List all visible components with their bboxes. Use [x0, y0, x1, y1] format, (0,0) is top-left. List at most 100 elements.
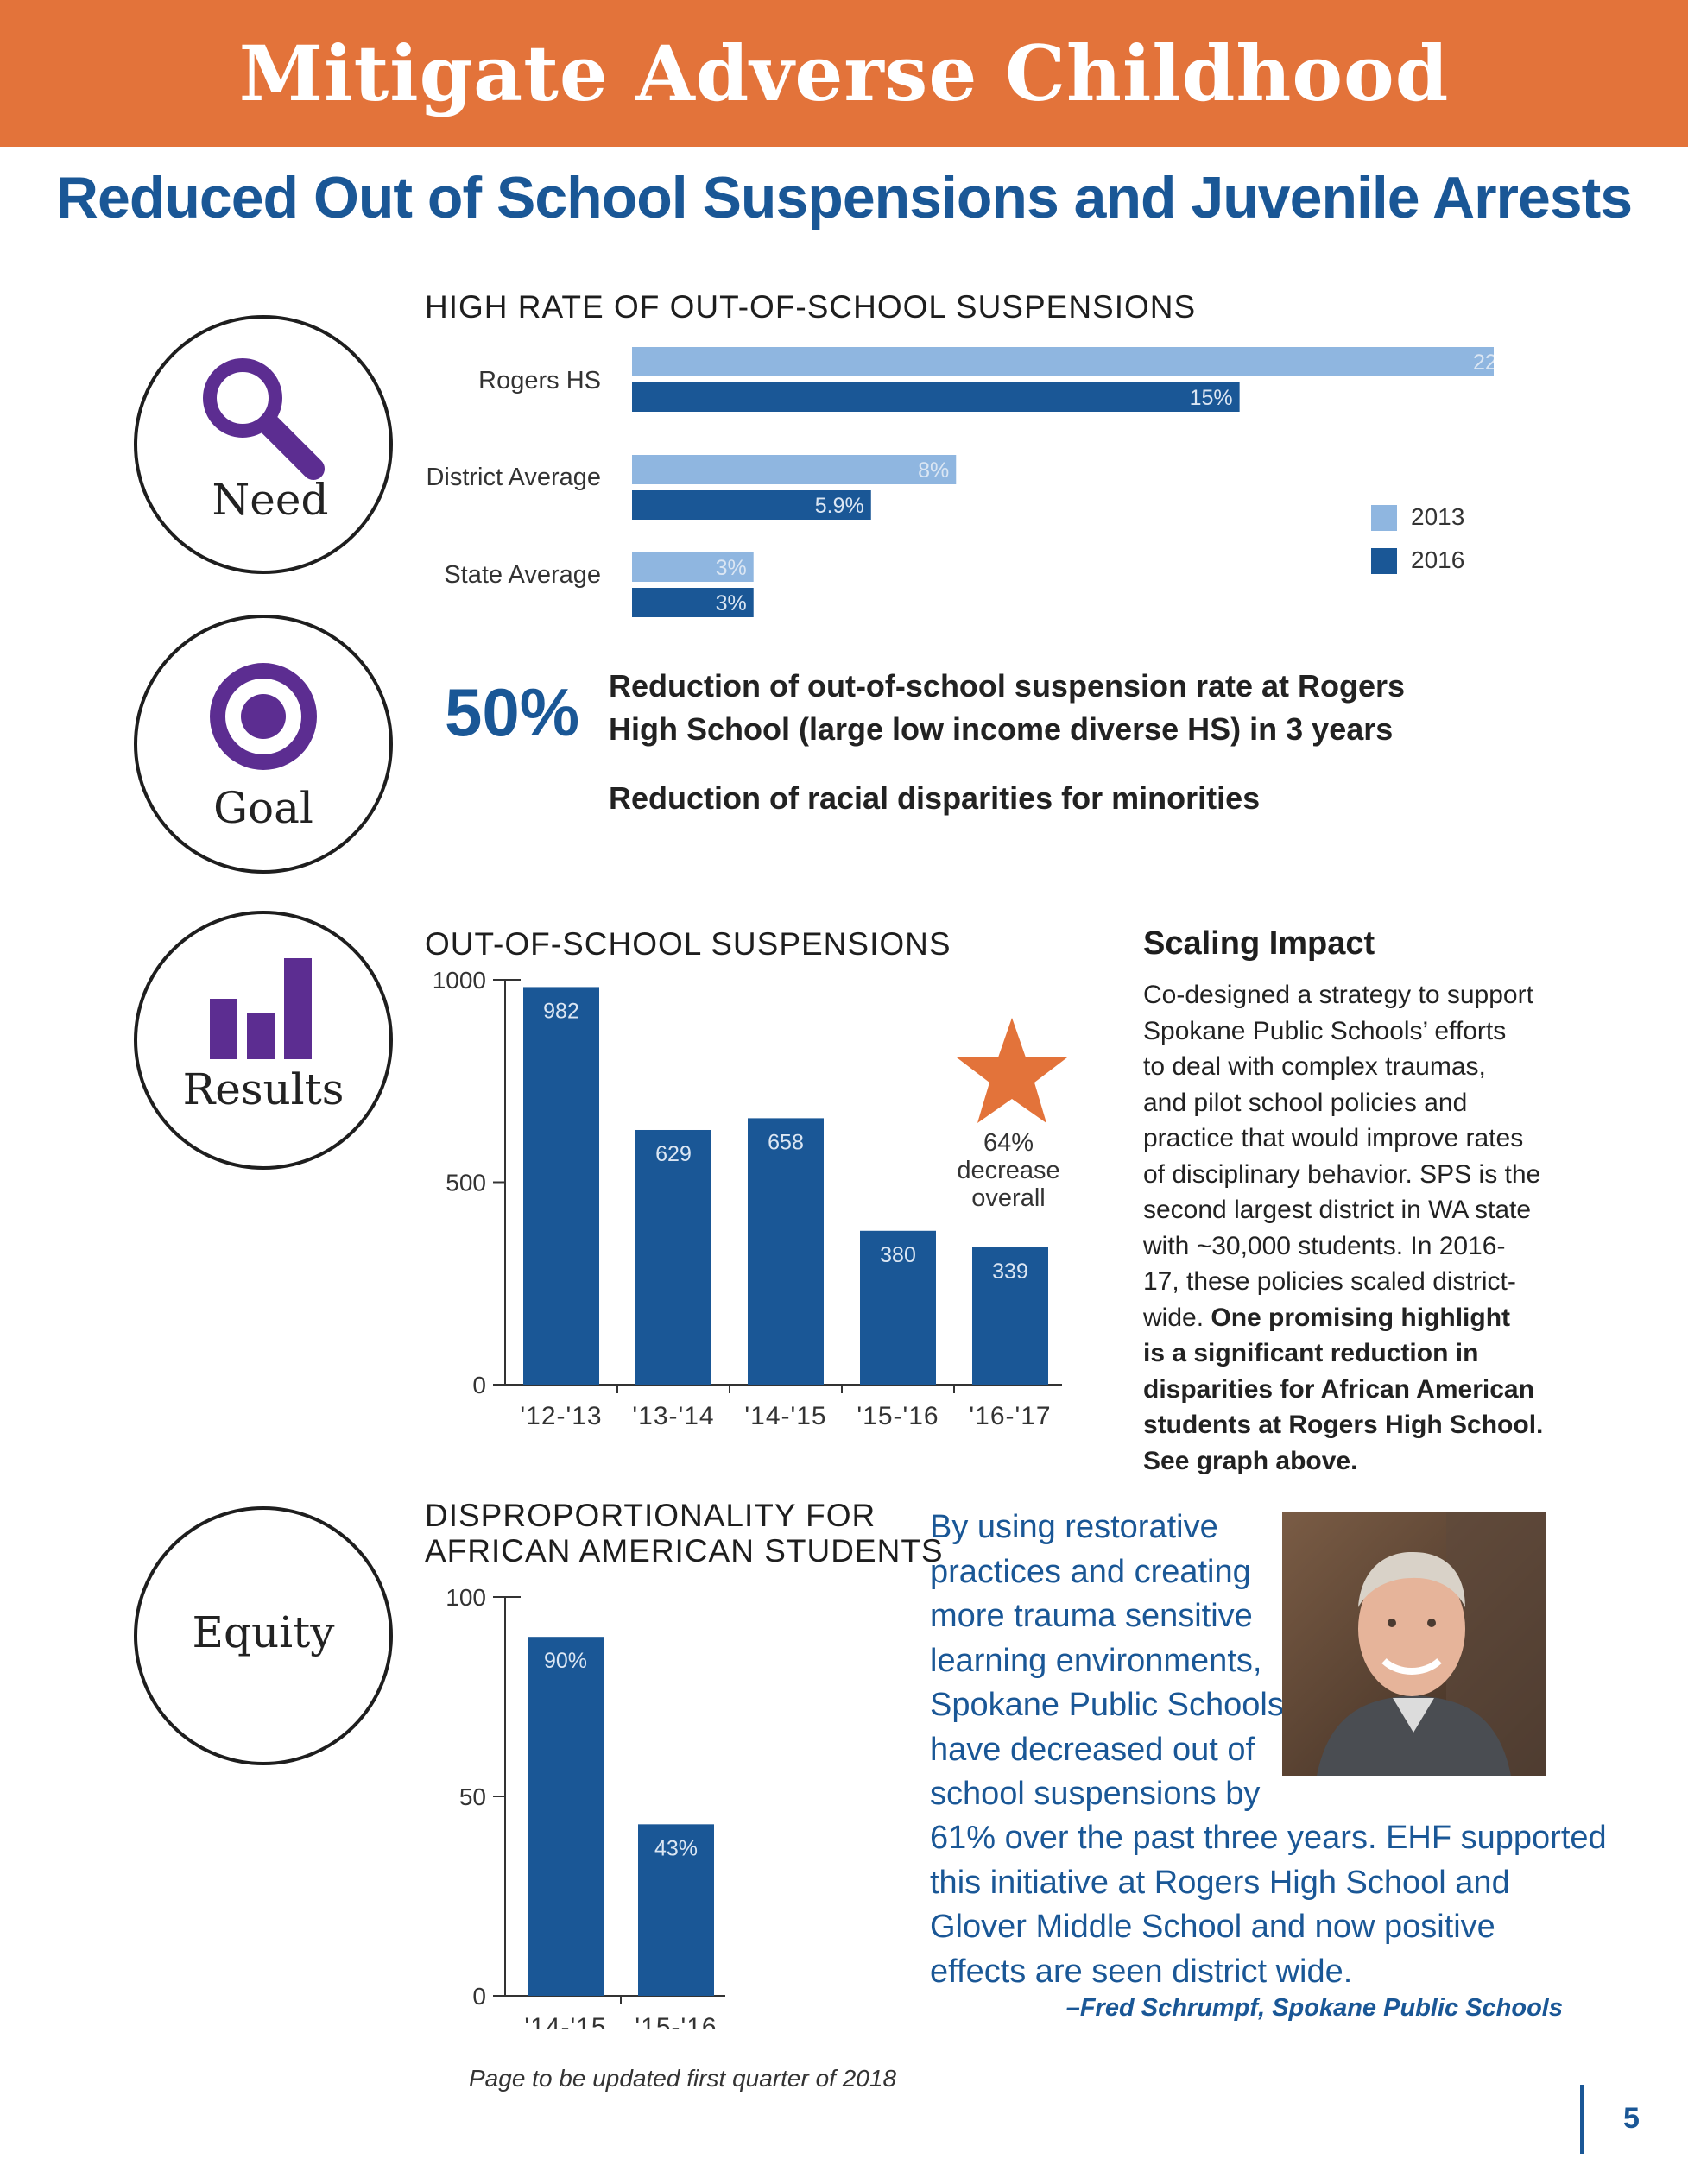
chart2-bar [972, 1247, 1048, 1385]
results-label: Results [182, 1064, 345, 1114]
suspensions-chart: 0 500 1000 982 '12-'13 629 '13-'14 658 '14-'15 38… [433, 967, 1062, 1430]
scaling-line-bold: disparities for African American [1143, 1374, 1534, 1404]
equity-circle [134, 1506, 393, 1765]
chart1-bar [632, 552, 754, 582]
chart2-x-label: '13-'14 [632, 1402, 714, 1430]
chart2-x-label: '12-'13 [520, 1402, 602, 1430]
scaling-body: Co-designed a strategy to support Spokan… [1143, 977, 1558, 1479]
page-title: Mitigate Adverse Childhood Experiences [238, 28, 1450, 265]
scaling-text: wide. [1143, 1303, 1204, 1332]
chart2-bar [523, 987, 599, 1385]
chart1-bar [632, 382, 1240, 412]
disproportionality-chart: 0 50 100 90% '14-'15 43% '15-'16 [446, 1584, 725, 2029]
annotation-line: overall [971, 1184, 1046, 1212]
scaling-line: to deal with complex traumas, [1143, 1052, 1486, 1081]
chart1-bar-label: 5.9% [815, 494, 864, 518]
scaling-title: Scaling Impact [1143, 925, 1375, 962]
chart2-x-label: '14-'15 [744, 1402, 826, 1430]
chart1-title: HIGH RATE OF OUT-OF-SCHOOL SUSPENSIONS [425, 289, 1197, 325]
chart2-bar-label: 629 [655, 1142, 692, 1166]
chart1-category-label: District Average [426, 464, 601, 491]
goal-percent: 50% [445, 674, 580, 750]
quote-line: effects are seen district wide. [930, 1953, 1353, 1990]
chart2-bar-label: 380 [880, 1243, 916, 1267]
chart1-category-label: Rogers HS [478, 367, 601, 395]
goal-circle [134, 615, 393, 874]
annotation-line: decrease [957, 1157, 1060, 1184]
need-circle [134, 315, 393, 574]
legend-label-2016: 2016 [1411, 546, 1465, 573]
chart2-bar [748, 1118, 824, 1385]
legend-swatch-2016 [1371, 548, 1397, 574]
chart2-title: OUT-OF-SCHOOL SUSPENSIONS [425, 926, 951, 962]
chart2-bar-label: 982 [543, 999, 579, 1023]
quote-line: this initiative at Rogers High School an… [930, 1864, 1510, 1901]
chart2-bar [860, 1230, 936, 1385]
magnifying-glass-icon [203, 358, 325, 480]
chart1-bar [632, 347, 1494, 376]
header-banner [0, 0, 1688, 147]
goal-line-3: Reduction of racial disparities for mino… [609, 780, 1261, 816]
chart3-x-label: '15-'16 [635, 2013, 717, 2029]
annotation-line: 64% [983, 1129, 1034, 1157]
chart2-y-tick-label: 500 [446, 1170, 486, 1196]
chart3-bar-label: 90% [544, 1649, 587, 1673]
equity-label: Equity [192, 1607, 335, 1657]
chart3-x-label: '14-'15 [524, 2013, 606, 2029]
scaling-line: Spokane Public Schools’ efforts [1143, 1016, 1507, 1045]
quote-line: 61% over the past three years. EHF suppo… [930, 1820, 1607, 1856]
page-number-divider [1580, 2085, 1584, 2154]
chart3-title-line: DISPROPORTIONALITY FOR [425, 1498, 876, 1533]
quote-line: learning environments, [930, 1642, 1262, 1679]
scaling-line: and pilot school policies and [1143, 1088, 1468, 1117]
target-icon [210, 663, 317, 770]
chart1-bar-label: 3% [716, 556, 747, 580]
chart2-bar-label: 658 [768, 1130, 804, 1154]
star-icon [957, 1018, 1067, 1123]
chart2-x-label: '15-'16 [857, 1402, 939, 1430]
suspension-rate-chart: 22% 15% 8% 5.9% 3% 3% [632, 347, 1494, 617]
legend-swatch-2013 [1371, 505, 1397, 531]
goal-line-2: High School (large low income diverse HS… [609, 711, 1394, 747]
chart1-bar [632, 588, 754, 617]
quote-line: have decreased out of [930, 1731, 1255, 1768]
scaling-line: practice that would improve rates [1143, 1124, 1524, 1152]
bar-chart-icon [210, 958, 312, 1059]
chart2-bar-label: 339 [992, 1259, 1028, 1284]
chart3-bar [638, 1824, 714, 1996]
page-subtitle: Reduced Out of School Suspensions and Ju… [55, 165, 1633, 230]
decrease-annotation: 64% decrease overall [948, 1129, 1069, 1212]
scaling-line: 17, these policies scaled district- [1143, 1267, 1516, 1296]
chart2-y-tick-label: 0 [472, 1372, 486, 1398]
chart2-y-tick-label: 1000 [433, 967, 486, 994]
scaling-line: with ~30,000 students. In 2016- [1143, 1231, 1506, 1260]
chart1-bar-label: 15% [1190, 386, 1233, 410]
chart1-bar-label: 8% [918, 458, 949, 483]
need-label: Need [212, 475, 329, 525]
chart3-title: DISPROPORTIONALITY FOR AFRICAN AMERICAN … [425, 1498, 944, 1569]
scaling-line: Co-designed a strategy to support [1143, 981, 1533, 1009]
quote-line: By using restorative [930, 1509, 1218, 1545]
results-circle [134, 911, 393, 1170]
scaling-line-bold: See graph above. [1143, 1446, 1358, 1475]
scaling-line: of disciplinary behavior. SPS is the [1143, 1159, 1541, 1189]
quote-wide: 61% over the past three years. EHF suppo… [930, 1816, 1607, 1994]
chart3-y-tick-label: 0 [472, 1983, 486, 2010]
chart3-y-tick-label: 50 [459, 1783, 486, 1810]
chart3-y-tick-label: 100 [446, 1584, 486, 1611]
chart1-bar-label: 22% [1473, 350, 1494, 375]
scaling-line: second largest district in WA state [1143, 1196, 1532, 1224]
quote-line: more trauma sensitive [930, 1598, 1253, 1634]
portrait-photo [1282, 1512, 1546, 1776]
quote-line: Spokane Public Schools [930, 1687, 1284, 1723]
chart2-x-label: '16-'17 [969, 1402, 1051, 1430]
quote-narrow: By using restorative practices and creat… [930, 1505, 1284, 1817]
legend-label-2013: 2013 [1411, 503, 1465, 530]
scaling-line-bold: is a significant reduction in [1143, 1339, 1479, 1367]
chart3-title-line: AFRICAN AMERICAN STUDENTS [425, 1533, 944, 1569]
goal-label: Goal [213, 783, 313, 833]
chart3-bar [528, 1637, 604, 1996]
chart1-bar [632, 490, 871, 520]
chart1-bar [632, 455, 957, 484]
chart1-bar-label: 3% [716, 591, 747, 615]
